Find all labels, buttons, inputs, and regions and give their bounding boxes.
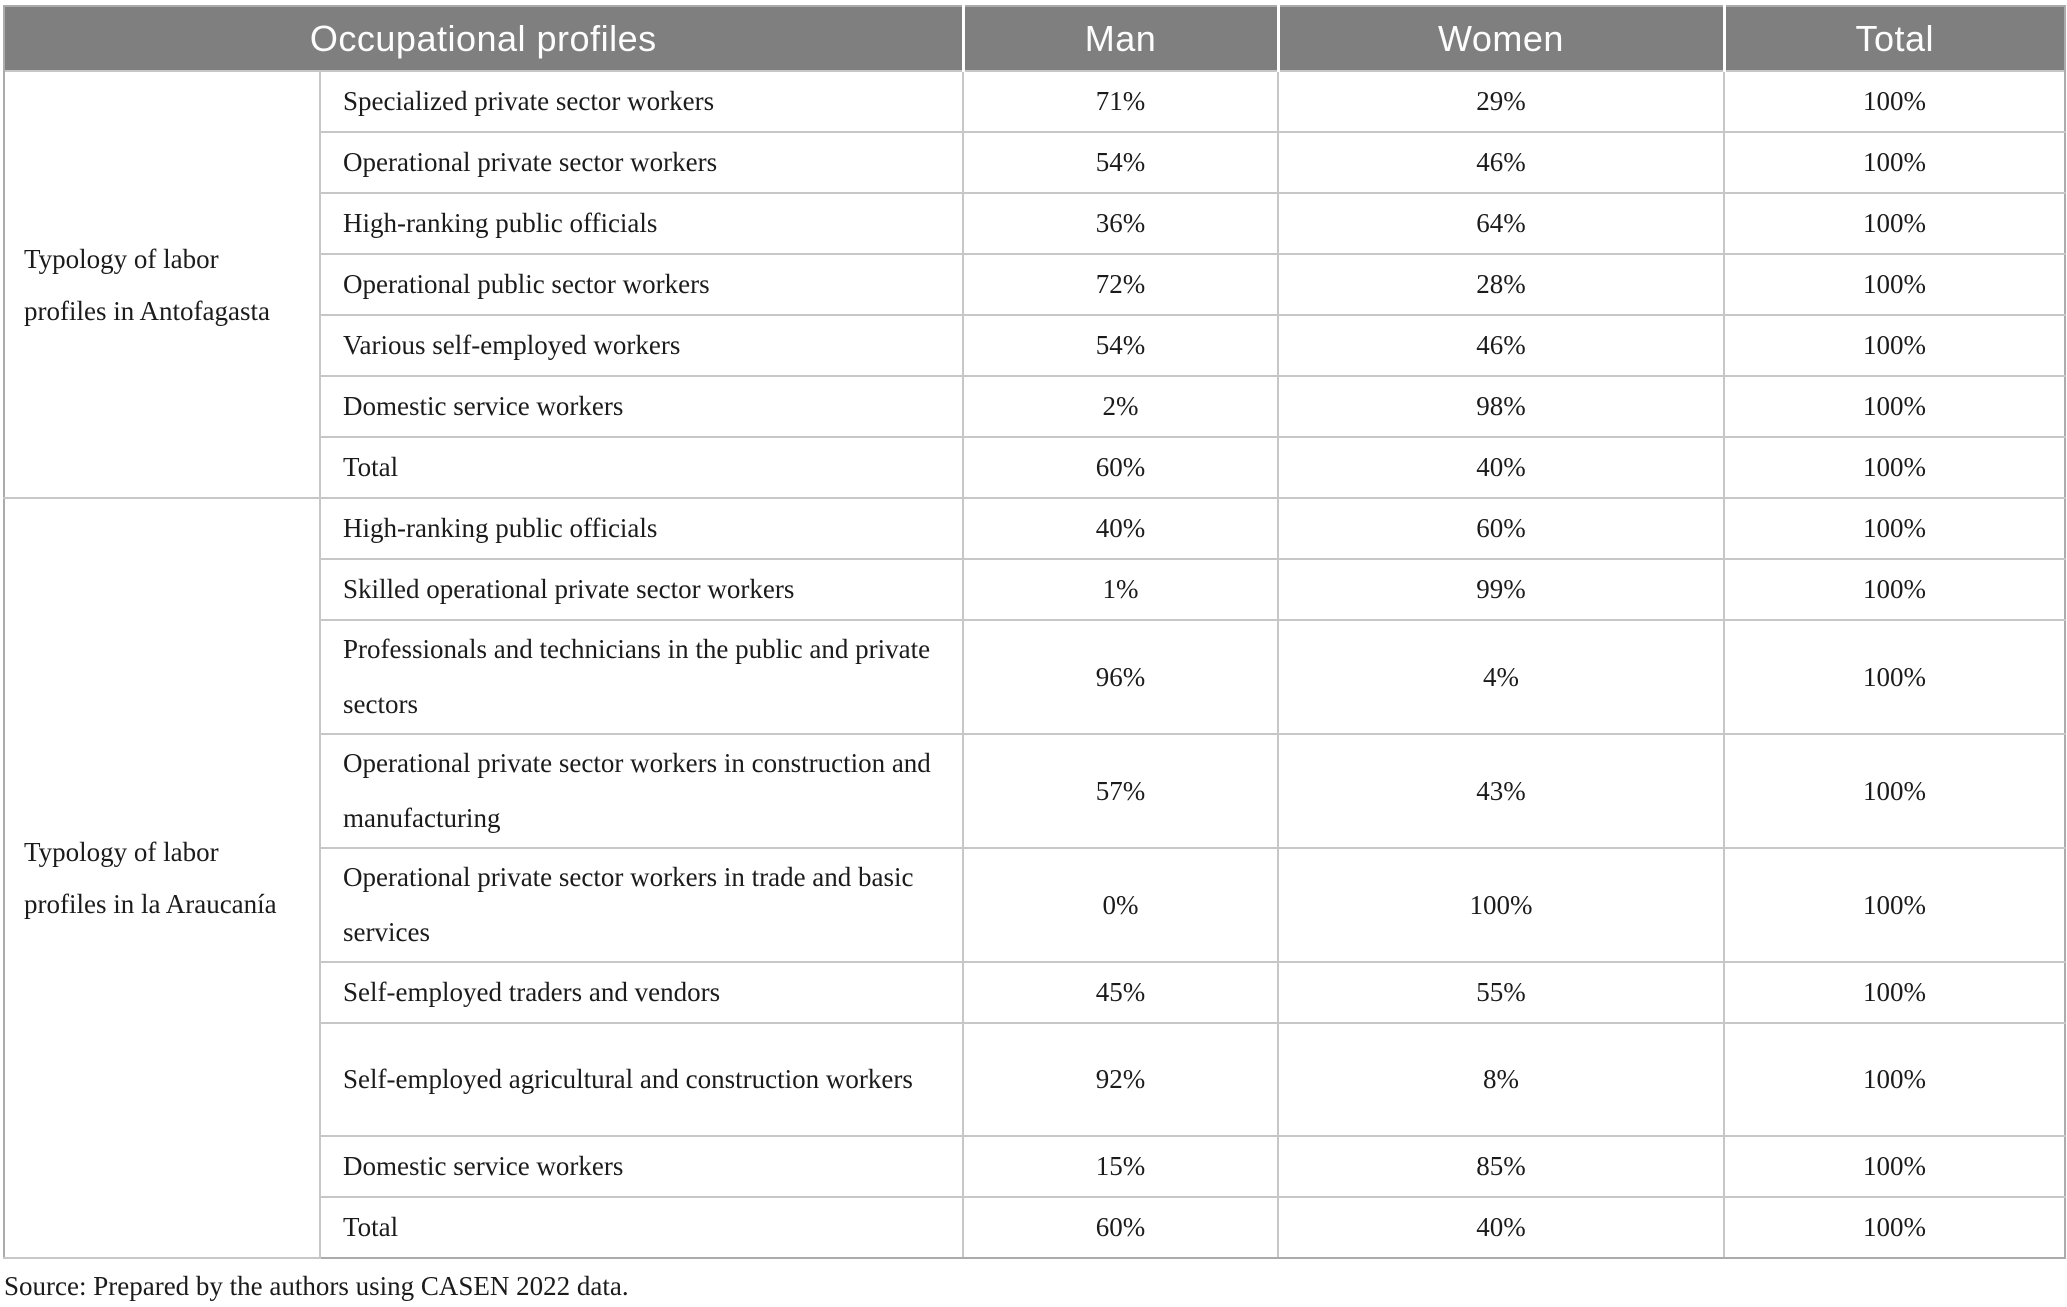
profile-label: Total (319, 1196, 964, 1259)
women-value: 64% (1277, 192, 1725, 255)
table-row: Domestic service workers 2% 98% 100% (4, 375, 2066, 438)
profile-label: Domestic service workers (319, 375, 964, 438)
profile-label: Professionals and technicians in the pub… (319, 619, 964, 735)
women-value: 55% (1277, 961, 1725, 1024)
women-value: 60% (1277, 497, 1725, 560)
table-row: High-ranking public officials 36% 64% 10… (4, 192, 2066, 255)
table-body: Typology of labor profiles in Antofagast… (3, 70, 2066, 1259)
total-value: 100% (1723, 436, 2066, 499)
total-value: 100% (1723, 375, 2066, 438)
women-value: 99% (1277, 558, 1725, 621)
man-value: 0% (962, 847, 1279, 963)
total-value: 100% (1723, 314, 2066, 377)
table-row: Operational public sector workers 72% 28… (4, 253, 2066, 316)
profile-label: Domestic service workers (319, 1135, 964, 1198)
occupational-profiles-table: Occupational profiles Man Women Total Ty… (3, 5, 2066, 1259)
man-value: 60% (962, 1196, 1279, 1259)
man-value: 60% (962, 436, 1279, 499)
table-row: Total 60% 40% 100% (4, 1196, 2066, 1259)
header-total: Total (1722, 6, 2065, 71)
group-label-line: Typology of labor (24, 243, 219, 274)
profile-label: Specialized private sector workers (319, 70, 964, 133)
table-row: Professionals and technicians in the pub… (4, 619, 2066, 735)
total-value: 100% (1723, 1196, 2066, 1259)
women-value: 43% (1277, 733, 1725, 849)
group-label-araucania: Typology of labor profiles in la Araucan… (3, 497, 321, 1259)
table-row: Operational private sector workers 54% 4… (4, 131, 2066, 194)
table-row: Various self-employed workers 54% 46% 10… (4, 314, 2066, 377)
profile-label: Operational public sector workers (319, 253, 964, 316)
man-value: 71% (962, 70, 1279, 133)
table-row: Self-employed agricultural and construct… (4, 1022, 2066, 1137)
women-value: 85% (1277, 1135, 1725, 1198)
man-value: 45% (962, 961, 1279, 1024)
total-value: 100% (1723, 497, 2066, 560)
group-label-line: profiles in la Araucanía (24, 889, 277, 919)
table-row: Domestic service workers 15% 85% 100% (4, 1135, 2066, 1198)
total-value: 100% (1723, 558, 2066, 621)
man-value: 40% (962, 497, 1279, 560)
profile-label: Operational private sector workers (319, 131, 964, 194)
total-value: 100% (1723, 847, 2066, 963)
table-row: Self-employed traders and vendors 45% 55… (4, 961, 2066, 1024)
women-value: 8% (1277, 1022, 1725, 1137)
profile-label: Self-employed traders and vendors (319, 961, 964, 1024)
man-value: 15% (962, 1135, 1279, 1198)
group-label-line: profiles in Antofagasta (24, 295, 270, 326)
table-row: Total 60% 40% 100% (4, 436, 2066, 499)
women-value: 4% (1277, 619, 1725, 735)
man-value: 2% (962, 375, 1279, 438)
header-occupational-profiles: Occupational profiles (4, 6, 963, 71)
table-row: Operational private sector workers in tr… (4, 847, 2066, 963)
total-value: 100% (1723, 192, 2066, 255)
total-value: 100% (1723, 1022, 2066, 1137)
man-value: 54% (962, 314, 1279, 377)
profile-label: Skilled operational private sector worke… (319, 558, 964, 621)
total-value: 100% (1723, 131, 2066, 194)
profile-label: Various self-employed workers (319, 314, 964, 377)
women-value: 46% (1277, 314, 1725, 377)
header-women: Women (1276, 6, 1724, 71)
total-value: 100% (1723, 70, 2066, 133)
women-value: 46% (1277, 131, 1725, 194)
man-value: 54% (962, 131, 1279, 194)
table-row: Typology of labor profiles in Antofagast… (3, 70, 2066, 499)
women-value: 98% (1277, 375, 1725, 438)
women-value: 100% (1277, 847, 1725, 963)
profile-label: Operational private sector workers in co… (319, 733, 964, 849)
man-value: 96% (962, 619, 1279, 735)
total-value: 100% (1723, 1135, 2066, 1198)
man-value: 57% (962, 733, 1279, 849)
man-value: 92% (962, 1022, 1279, 1137)
table-header: Occupational profiles Man Women Total (4, 6, 2065, 71)
profile-label: Operational private sector workers in tr… (319, 847, 964, 963)
profile-label: Total (319, 436, 964, 499)
table-row: Skilled operational private sector worke… (4, 558, 2066, 621)
source-note: Source: Prepared by the authors using CA… (4, 1271, 629, 1301)
profile-label: High-ranking public officials (319, 192, 964, 255)
group-label-antofagasta: Typology of labor profiles in Antofagast… (3, 70, 321, 499)
women-value: 40% (1277, 436, 1725, 499)
total-value: 100% (1723, 253, 2066, 316)
table-row: Operational private sector workers in co… (4, 733, 2066, 849)
table-row: Typology of labor profiles in la Araucan… (3, 497, 2066, 1259)
women-value: 29% (1277, 70, 1725, 133)
man-value: 72% (962, 253, 1279, 316)
women-value: 28% (1277, 253, 1725, 316)
profile-label: High-ranking public officials (319, 497, 964, 560)
women-value: 40% (1277, 1196, 1725, 1259)
total-value: 100% (1723, 733, 2066, 849)
man-value: 36% (962, 192, 1279, 255)
man-value: 1% (962, 558, 1279, 621)
profile-label: Self-employed agricultural and construct… (319, 1022, 964, 1137)
total-value: 100% (1723, 619, 2066, 735)
header-man: Man (961, 6, 1278, 71)
total-value: 100% (1723, 961, 2066, 1024)
header-row: Occupational profiles Man Women Total (4, 6, 2065, 71)
group-label-line: Typology of labor (24, 837, 219, 867)
